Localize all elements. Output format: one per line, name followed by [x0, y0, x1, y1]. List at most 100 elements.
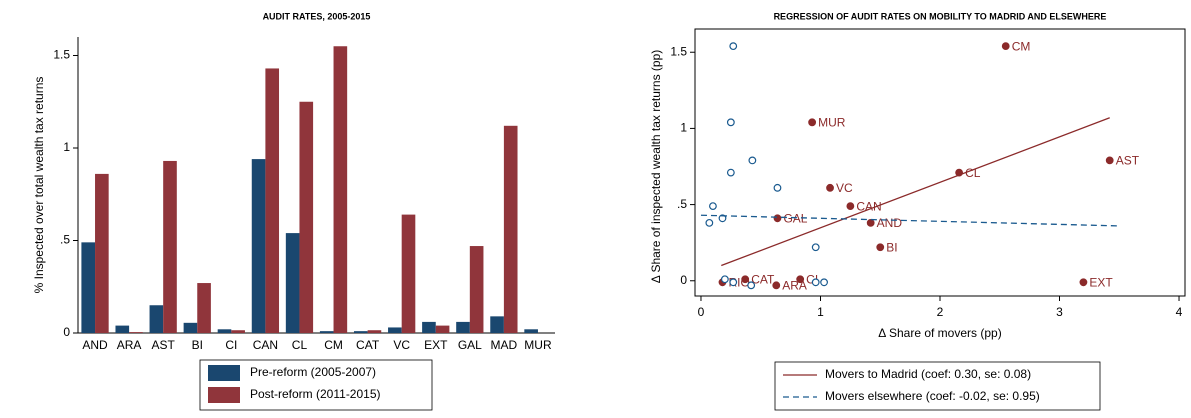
x-tick-label: 1 — [817, 305, 824, 319]
point — [1105, 156, 1114, 165]
bar — [251, 159, 266, 333]
point — [1079, 278, 1088, 287]
point — [811, 243, 820, 252]
bar — [129, 332, 143, 333]
bar — [183, 322, 198, 333]
legend-label: Post-reform (2011-2015) — [250, 387, 381, 401]
x-tick-label: CAT — [356, 338, 380, 352]
x-tick-label: 4 — [1176, 305, 1183, 319]
point-label: EXT — [1089, 275, 1113, 289]
x-tick-label: EXT — [424, 338, 448, 352]
point — [846, 202, 855, 211]
x-tick-label: VC — [393, 338, 410, 352]
bar — [353, 331, 368, 333]
x-tick-label: ARA — [117, 338, 142, 352]
point — [796, 275, 805, 284]
y-tick-label: 1 — [680, 121, 687, 135]
point — [726, 118, 735, 127]
point — [729, 42, 738, 51]
point — [826, 183, 834, 192]
bar — [367, 330, 382, 333]
x-tick-label: MAD — [491, 338, 518, 352]
point — [772, 281, 781, 290]
y-tick-label: .5 — [677, 197, 687, 211]
bar — [285, 233, 300, 333]
x-tick-label: CI — [225, 338, 237, 352]
bar — [388, 327, 402, 333]
x-axis-title: Δ Share of movers (pp) — [878, 326, 1001, 340]
bar — [524, 329, 538, 333]
bar — [231, 330, 245, 333]
point-label: CL — [965, 166, 981, 180]
chart-title: REGRESSION OF AUDIT RATES ON MOBILITY TO… — [774, 11, 1107, 21]
point — [729, 278, 738, 287]
y-tick-label: 1 — [63, 140, 70, 154]
y-tick-label: 0 — [63, 325, 70, 339]
point — [720, 275, 729, 284]
point-label: BI — [886, 240, 897, 254]
point — [748, 156, 757, 165]
bar — [333, 46, 348, 333]
point-label: ARA — [782, 279, 807, 293]
point — [876, 243, 885, 252]
point — [705, 218, 714, 227]
point-label: AST — [1116, 154, 1140, 168]
point-label: VC — [836, 181, 853, 195]
y-axis-title: Δ Share of inspected wealth tax returns … — [649, 50, 663, 283]
bar — [422, 321, 436, 333]
bar — [217, 329, 232, 333]
y-tick-label: 0 — [680, 273, 687, 287]
bar — [490, 316, 504, 333]
x-tick-label: CL — [292, 338, 308, 352]
point — [1001, 42, 1010, 51]
x-tick-label: CM — [324, 338, 343, 352]
bar — [319, 331, 334, 333]
bar — [299, 101, 314, 333]
fit-line — [721, 117, 1110, 267]
bar — [149, 305, 164, 333]
x-tick-label: BI — [192, 338, 203, 352]
point-label: MUR — [818, 115, 846, 129]
x-tick-label: MUR — [524, 338, 552, 352]
x-tick-label: CAN — [253, 338, 278, 352]
point — [747, 281, 756, 290]
x-tick-label: 2 — [937, 305, 944, 319]
y-tick-label: .5 — [60, 233, 70, 247]
point-label: CAN — [856, 199, 881, 213]
legend-swatch — [208, 387, 240, 403]
x-tick-label: AND — [82, 338, 108, 352]
chart-title: AUDIT RATES, 2005-2015 — [263, 11, 371, 21]
legend-swatch — [208, 365, 240, 381]
bar — [265, 68, 280, 333]
legend-label: Movers to Madrid (coef: 0.30, se: 0.08) — [825, 367, 1031, 381]
point-label: GAL — [783, 211, 807, 225]
legend-box — [774, 361, 1101, 411]
bar — [435, 325, 450, 333]
fit-line — [700, 214, 1120, 227]
point-label: CM — [1012, 39, 1031, 53]
bar — [95, 173, 109, 333]
bar — [115, 325, 130, 333]
x-tick-label: 3 — [1056, 305, 1063, 319]
bar — [503, 125, 518, 333]
bar — [81, 242, 96, 333]
bar — [197, 283, 211, 333]
point-label: CAT — [751, 272, 775, 286]
point — [811, 278, 820, 287]
point — [866, 218, 875, 227]
y-axis-title: % Inspected over total wealth tax return… — [32, 77, 46, 294]
legend-label: Pre-reform (2005-2007) — [250, 365, 376, 379]
bar — [456, 321, 470, 333]
point — [709, 202, 717, 211]
legend-label: Movers elsewhere (coef: -0.02, se: 0.95) — [825, 389, 1040, 403]
point — [726, 168, 735, 177]
x-tick-label: AST — [152, 338, 176, 352]
point — [808, 118, 817, 127]
point — [773, 183, 782, 192]
point — [773, 214, 782, 223]
bar — [401, 214, 416, 333]
y-tick-label: 1.5 — [670, 44, 687, 58]
bar — [163, 160, 177, 333]
point — [741, 275, 750, 284]
